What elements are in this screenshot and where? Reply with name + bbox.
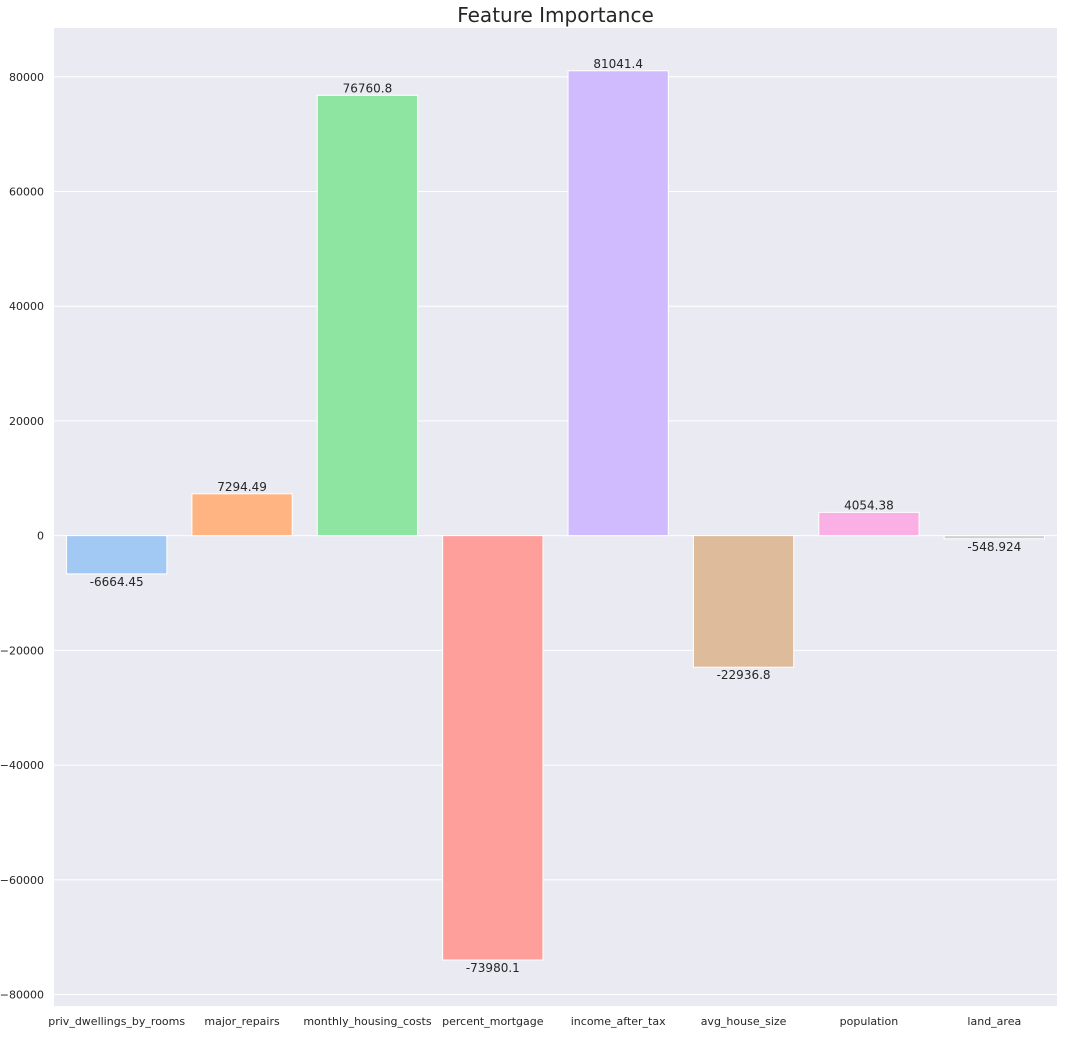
bars <box>66 70 1045 961</box>
chart-title: Feature Importance <box>457 3 654 27</box>
bar-avg_house_size <box>692 535 795 668</box>
bar-value-label: -6664.45 <box>90 575 144 589</box>
x-tick-label: population <box>840 1015 899 1028</box>
y-tick-label: 60000 <box>9 185 44 198</box>
x-tick-label: monthly_housing_costs <box>303 1015 432 1028</box>
y-tick-label: 20000 <box>9 415 44 428</box>
bar-monthly_housing_costs <box>316 94 419 537</box>
bar-priv_dwellings_by_rooms <box>66 535 168 575</box>
x-tick-label: income_after_tax <box>571 1015 666 1028</box>
gridlines <box>54 76 1057 996</box>
bar-percent_mortgage <box>442 535 544 961</box>
y-tick-label: 0 <box>37 530 44 543</box>
y-tick-label: −40000 <box>0 759 44 772</box>
y-tick-label: −20000 <box>0 644 44 657</box>
x-tick-label: land_area <box>967 1015 1021 1028</box>
bar-value-label: 76760.8 <box>343 81 393 95</box>
bar-value-label: -73980.1 <box>466 961 520 975</box>
bar-value-label: 81041.4 <box>593 57 643 71</box>
y-tick-label: −80000 <box>0 989 44 1002</box>
bar-value-label: 7294.49 <box>217 480 267 494</box>
x-tick-label: major_repairs <box>204 1015 280 1028</box>
bar-labels: -6664.45 7294.49 76760.8 -73980.1 81041.4 -22… <box>90 57 1022 975</box>
x-tick-label: avg_house_size <box>701 1015 787 1028</box>
bar-income_after_tax <box>567 70 669 537</box>
y-tick-label: −60000 <box>0 874 44 887</box>
y-axis-ticks: −80000 −60000 −40000 −20000 0 20000 40000 60000… <box>0 71 44 1002</box>
x-tick-label: priv_dwellings_by_rooms <box>48 1015 185 1028</box>
y-tick-label: 80000 <box>9 71 44 84</box>
bar-major_repairs <box>191 493 293 537</box>
bar-land_area <box>943 535 1045 540</box>
bar-value-label: -22936.8 <box>717 668 771 682</box>
x-tick-label: percent_mortgage <box>442 1015 544 1028</box>
y-tick-label: 40000 <box>9 300 44 313</box>
x-axis-ticks: priv_dwellings_by_rooms major_repairs mont… <box>48 1015 1021 1028</box>
bar-value-label: -548.924 <box>967 540 1021 554</box>
bar-population <box>818 511 920 537</box>
bar-value-label: 4054.38 <box>844 498 894 512</box>
